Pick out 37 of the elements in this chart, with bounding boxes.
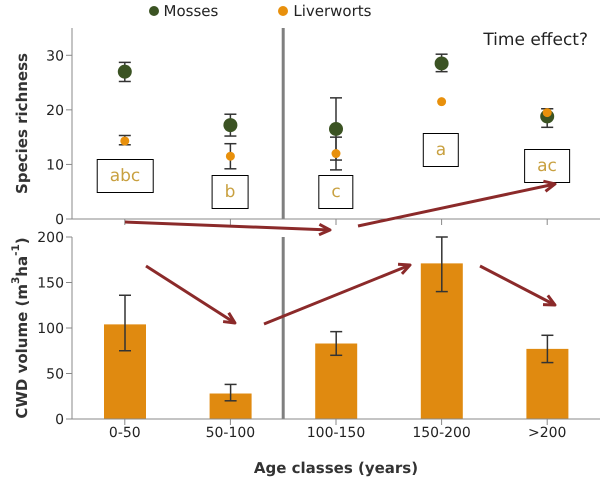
point: [118, 64, 132, 79]
y-tick-label: 10: [46, 157, 64, 174]
point: [437, 97, 446, 106]
bar: [420, 263, 463, 419]
bar: [315, 343, 358, 419]
point: [226, 152, 235, 161]
label-frame: ac: [524, 149, 570, 183]
y-tick-label: 150: [37, 275, 64, 292]
legend-label: Mosses: [162, 2, 218, 20]
bar: [210, 394, 252, 419]
legend-label: Liverworts: [292, 2, 372, 20]
point: [329, 122, 343, 136]
annotation: Time effect?: [483, 30, 588, 50]
y-axis-title: Species richness: [13, 52, 31, 194]
y-tick-label: 100: [37, 320, 64, 337]
x-tick-label: 50-100: [206, 424, 256, 441]
point: [332, 149, 340, 158]
bar: [526, 348, 568, 419]
bar: [104, 324, 146, 419]
y-tick-label: 50: [46, 366, 64, 382]
y-tick-label: 0: [55, 412, 64, 428]
x-tick-label: 150-200: [412, 424, 471, 441]
y-tick-label: 20: [46, 102, 64, 119]
point: [434, 56, 449, 70]
x-tick-label: >200: [528, 424, 566, 441]
y-tick-label: 0: [55, 212, 64, 228]
x-tick-label: 0-50: [108, 424, 141, 441]
y-tick-label: 200: [37, 230, 64, 246]
label-frame: b: [212, 175, 248, 209]
label-frame: abc: [96, 159, 154, 193]
label-frame: c: [318, 175, 354, 209]
x-axis-title: Age classes (years): [254, 459, 418, 477]
x-tick-label: 100-150: [306, 424, 366, 441]
label-frame: a: [422, 133, 460, 167]
point: [120, 136, 130, 146]
point: [223, 118, 238, 132]
y-tick-label: 30: [46, 48, 64, 64]
